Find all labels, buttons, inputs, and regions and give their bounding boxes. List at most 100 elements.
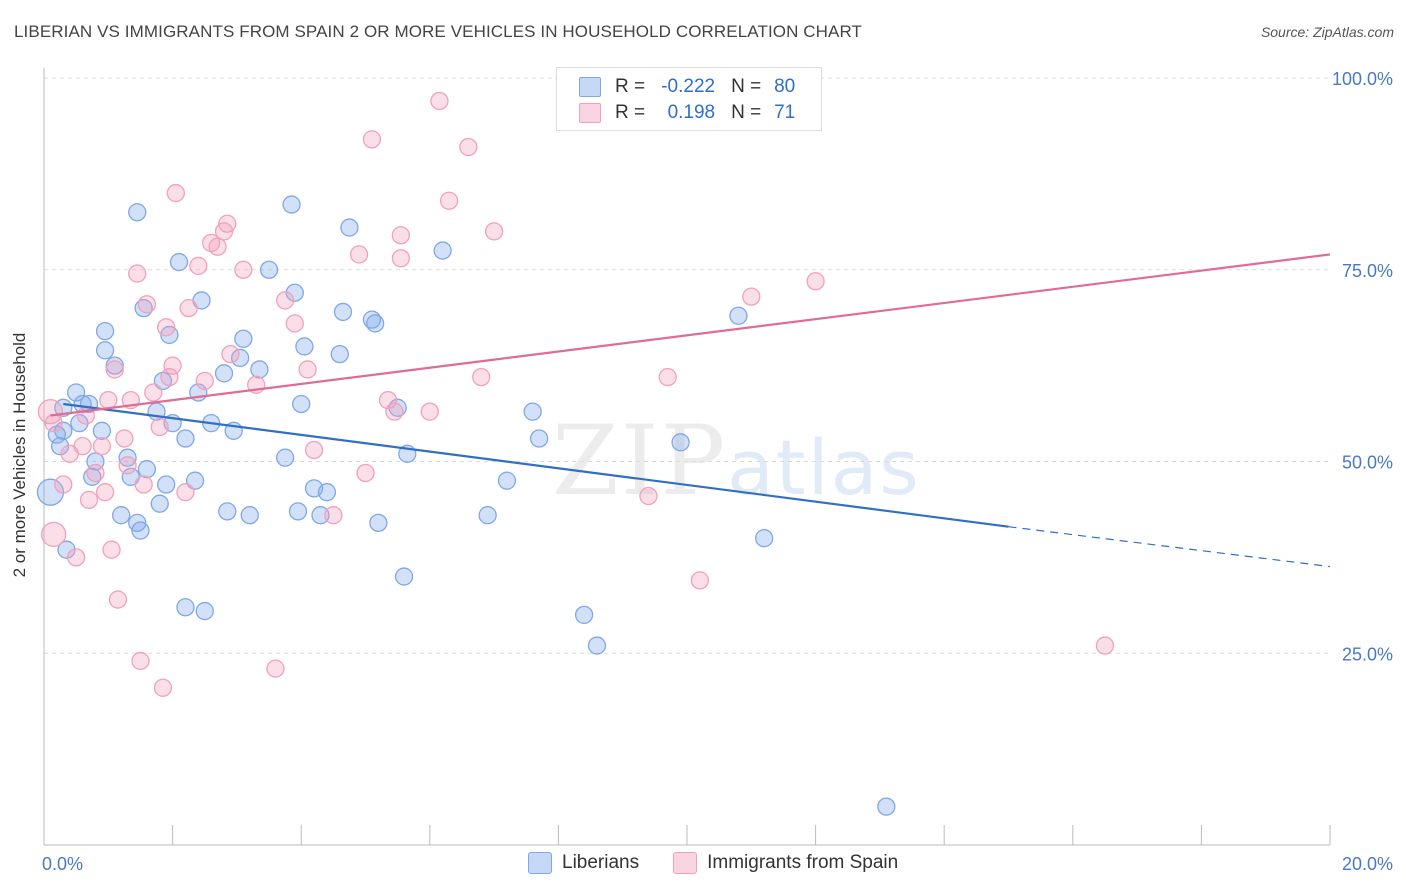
x-tick-label: 20.0%	[1342, 854, 1393, 874]
liberians-point	[282, 195, 301, 214]
liberians-point	[234, 329, 253, 348]
spain-point	[144, 383, 163, 402]
spain-point	[459, 137, 478, 157]
liberians-point	[92, 421, 112, 440]
liberians-trend-line	[63, 402, 1009, 528]
spain-point	[166, 183, 185, 203]
spain-point	[108, 590, 128, 609]
spain-point	[86, 463, 105, 483]
spain-swatch	[579, 103, 601, 123]
liberians-point	[128, 203, 147, 222]
liberians-point	[176, 598, 195, 617]
spain-point	[362, 130, 382, 149]
spain-point	[472, 367, 491, 387]
liberians-point	[369, 513, 388, 533]
spain-point	[79, 490, 99, 510]
spain-point	[391, 249, 411, 268]
spain-point	[391, 226, 411, 245]
liberians-swatch	[579, 77, 601, 97]
spain-point	[118, 456, 137, 475]
spain-point	[690, 571, 710, 590]
spain-point	[221, 344, 240, 364]
r-value-spain: 0.198	[667, 102, 716, 123]
spain-point	[92, 437, 112, 456]
legend-label-spain: Immigrants from Spain	[707, 852, 899, 873]
liberians-point	[877, 797, 896, 816]
spain-point	[304, 440, 324, 460]
spain-point	[430, 91, 449, 111]
spain-point	[275, 291, 295, 310]
liberians-point	[118, 448, 137, 467]
liberians-point	[150, 494, 169, 513]
liberians-point	[755, 529, 774, 548]
r-label: R =	[615, 102, 646, 123]
liberians-point	[497, 471, 517, 490]
stats-legend-row-spain: R = 0.198 N = 71	[579, 101, 795, 125]
spain-point	[67, 548, 86, 567]
liberians-point	[195, 601, 214, 621]
spain-point	[349, 245, 369, 264]
spain-point	[234, 260, 253, 279]
spain-point	[385, 402, 404, 421]
legend-item-liberians: Liberians	[528, 852, 639, 874]
spain-point	[40, 521, 67, 548]
r-label: R =	[615, 76, 646, 97]
liberians-point	[95, 341, 115, 360]
stats-legend: R = -0.222 N = 80 R = 0.198 N = 71	[556, 67, 822, 131]
liberians-point	[317, 483, 337, 502]
liberians-point	[137, 460, 157, 479]
spain-point	[128, 264, 147, 283]
spain-point	[742, 287, 761, 306]
spain-point	[176, 483, 195, 502]
y-tick-label: 50.0%	[1342, 453, 1393, 473]
legend-label-liberians: Liberians	[562, 852, 640, 873]
liberians-point	[333, 302, 353, 322]
n-value-spain: 71	[774, 102, 796, 123]
spain-point	[137, 295, 157, 314]
spain-point	[324, 506, 343, 525]
legend-swatch-spain	[673, 852, 698, 874]
spain-point	[153, 678, 173, 697]
spain-point	[44, 413, 63, 433]
liberians-point	[95, 321, 115, 341]
spain-point	[639, 486, 658, 506]
chart-title: LIBERIAN VS IMMIGRANTS FROM SPAIN 2 OR M…	[14, 22, 863, 41]
liberians-point	[295, 337, 314, 356]
liberians-point	[250, 360, 269, 379]
liberians-point	[478, 506, 497, 525]
liberians-point	[574, 605, 594, 625]
liberians-point	[365, 314, 385, 333]
spain-trend-line	[50, 253, 1331, 417]
watermark-atlas: atlas	[727, 423, 921, 512]
spain-point	[73, 437, 92, 456]
spain-point	[285, 314, 304, 333]
spain-point	[195, 371, 214, 391]
spain-point	[189, 256, 208, 276]
liberians-point	[214, 364, 234, 383]
liberians-point	[671, 433, 690, 452]
liberians-point	[285, 283, 304, 302]
spain-point	[1095, 636, 1115, 655]
spain-point	[179, 298, 198, 318]
liberians-point	[57, 540, 76, 559]
spain-point	[218, 214, 237, 233]
liberians-point	[292, 394, 311, 414]
liberians-point	[218, 502, 237, 521]
spain-point	[439, 191, 459, 210]
spain-point	[115, 429, 134, 448]
liberians-point	[176, 429, 195, 448]
liberians-point	[288, 502, 308, 521]
liberians-point	[112, 506, 131, 525]
y-tick-label: 75.0%	[1342, 261, 1393, 281]
liberians-point	[587, 636, 607, 655]
liberians-point	[240, 506, 259, 525]
spain-point	[157, 318, 176, 337]
legend-item-spain: Immigrants from Spain	[673, 852, 898, 874]
liberians-point	[729, 306, 748, 325]
spain-point	[150, 417, 169, 437]
spain-point	[208, 237, 227, 256]
spain-point	[37, 398, 64, 425]
liberians-trend-extension	[1008, 526, 1331, 568]
n-label: N =	[731, 102, 762, 123]
liberians-point	[340, 218, 359, 237]
